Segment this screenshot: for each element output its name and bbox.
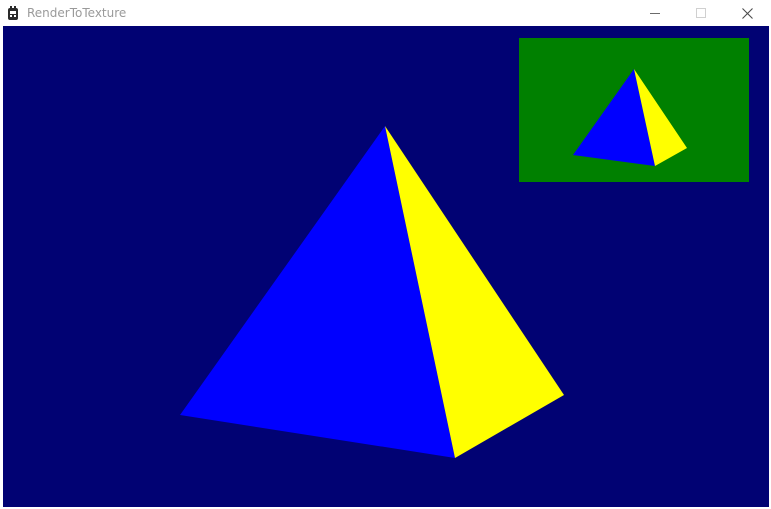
close-icon (741, 7, 753, 19)
maximize-icon (696, 8, 706, 18)
minimize-button[interactable] (632, 0, 678, 26)
pyramid-right-face (385, 126, 564, 458)
pyramid-left-face (180, 126, 455, 458)
render-viewport[interactable] (3, 26, 769, 507)
minimize-icon (650, 13, 660, 14)
title-bar[interactable]: RenderToTexture (0, 0, 771, 26)
window-title: RenderToTexture (27, 6, 127, 20)
inset-pyramid-left-face (573, 69, 655, 166)
scene-canvas (3, 26, 769, 507)
window-bottom-border (0, 507, 771, 509)
app-icon (8, 6, 18, 20)
inset-pyramid-right-face (634, 69, 687, 166)
render-texture-inset (519, 38, 749, 182)
maximize-button[interactable] (678, 0, 724, 26)
close-button[interactable] (724, 0, 770, 26)
window-right-border (769, 26, 771, 509)
window-left-border (0, 26, 3, 509)
